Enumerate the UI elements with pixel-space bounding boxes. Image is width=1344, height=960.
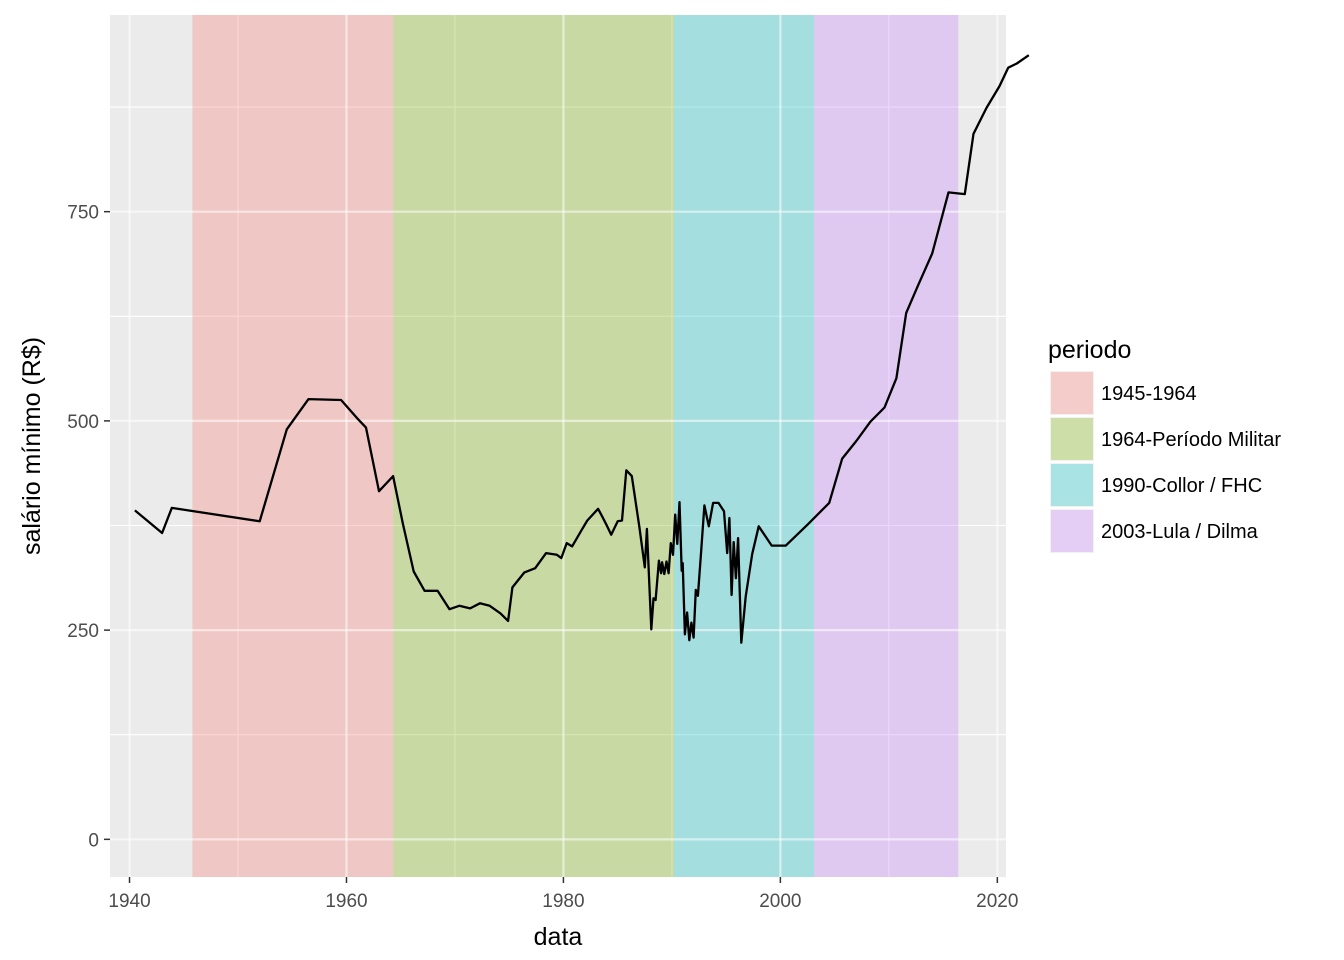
legend-key bbox=[1051, 464, 1093, 506]
major-grid bbox=[110, 15, 1006, 877]
legend-key-bg bbox=[1050, 509, 1094, 553]
period-band bbox=[814, 15, 959, 877]
minor-grid bbox=[110, 15, 1006, 877]
x-axis-title: data bbox=[534, 923, 583, 951]
period-band bbox=[393, 15, 675, 877]
y-tick-label: 750 bbox=[67, 203, 99, 224]
legend-key bbox=[1051, 372, 1093, 414]
series-line bbox=[134, 54, 1030, 644]
period-band bbox=[192, 15, 394, 877]
x-tick-label: 1940 bbox=[108, 891, 150, 912]
legend-key-bg bbox=[1050, 463, 1094, 507]
y-axis-title: salário mínimo (R$) bbox=[18, 337, 46, 555]
x-tick-label: 2000 bbox=[759, 891, 801, 912]
legend-title: periodo bbox=[1048, 336, 1131, 364]
legend-items: 1945-1964 1964-Período Militar 1990-Collor… bbox=[1050, 371, 1281, 553]
x-axis-ticks: 1940 1960 1980 2000 2020 bbox=[108, 877, 1018, 912]
period-band bbox=[674, 15, 814, 877]
plot-panel bbox=[110, 15, 1006, 877]
y-tick-label: 500 bbox=[67, 412, 99, 433]
legend-key bbox=[1051, 510, 1093, 552]
legend-label: 1990-Collor / FHC bbox=[1101, 475, 1262, 497]
legend: periodo 1945-1964 1964-Período Militar 199… bbox=[1048, 336, 1281, 553]
y-tick-label: 250 bbox=[67, 621, 99, 642]
legend-key bbox=[1051, 418, 1093, 460]
legend-key-bg bbox=[1050, 371, 1094, 415]
period-bands bbox=[192, 15, 959, 877]
x-tick-label: 2020 bbox=[976, 891, 1018, 912]
legend-key-bg bbox=[1050, 417, 1094, 461]
y-tick-label: 0 bbox=[88, 830, 99, 851]
x-tick-label: 1980 bbox=[542, 891, 584, 912]
y-axis-ticks: 0 250 500 750 bbox=[67, 203, 110, 851]
legend-label: 1945-1964 bbox=[1101, 383, 1197, 405]
legend-label: 2003-Lula / Dilma bbox=[1101, 521, 1259, 543]
x-tick-label: 1960 bbox=[325, 891, 367, 912]
legend-label: 1964-Período Militar bbox=[1101, 429, 1281, 451]
